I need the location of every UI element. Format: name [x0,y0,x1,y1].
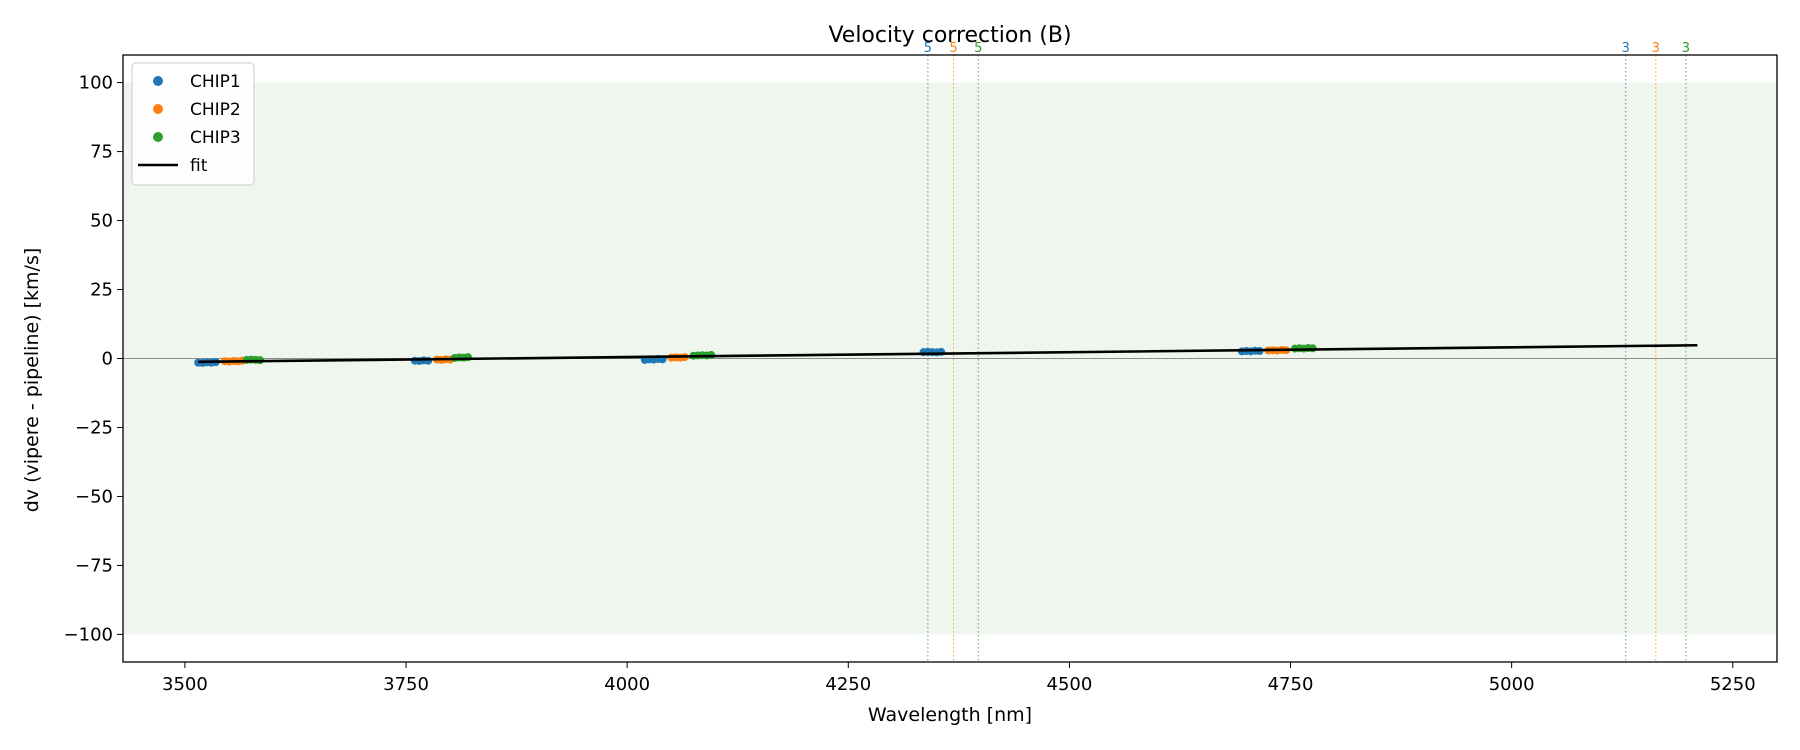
x-tick-label: 4000 [604,674,650,695]
legend-marker [153,104,163,114]
x-tick-label: 3750 [383,674,429,695]
fit-line [198,343,1698,364]
x-tick-label: 5250 [1710,674,1756,695]
y-tick-label: 75 [90,142,113,163]
legend-marker [153,76,163,86]
y-tick-label: 100 [79,73,113,94]
order-label: 3 [1682,41,1690,56]
legend-label: fit [190,156,208,176]
data-point-chip1 [424,356,433,365]
order-label: 3 [1622,41,1630,56]
order-label: 3 [1652,41,1660,56]
legend-label: CHIP3 [190,128,241,148]
y-tick-label: 25 [90,280,113,301]
x-tick-label: 4500 [1047,674,1093,695]
legend-box [131,62,255,186]
order-label: 5 [949,41,957,56]
legend-label: CHIP2 [190,100,241,120]
order-label: 5 [924,41,932,56]
x-tick-label: 4250 [825,674,871,695]
x-tick-label: 4750 [1268,674,1314,695]
y-tick-label: −100 [64,624,113,645]
y-tick-label: −50 [75,486,113,507]
y-tick-label: −25 [75,417,113,438]
legend-marker [153,132,163,142]
y-tick-label: 0 [102,349,113,370]
order-label: 5 [974,41,982,56]
order-vlines: 5 5 5 3 3 3 [924,41,1690,662]
x-axis-label: Wavelength [nm] [868,704,1032,726]
y-axis: −100 −75 −50 −25 0 25 50 75 100 [64,73,123,645]
chart-title: Velocity correction (B) [828,23,1071,48]
y-tick-label: −75 [75,555,113,576]
x-tick-label: 5000 [1489,674,1535,695]
x-axis: 3500 3750 4000 4250 4500 4750 5000 5250 [162,662,1756,695]
legend: CHIP1 CHIP2 CHIP3 fit [131,62,255,186]
y-axis-label: dv (vipere - pipeline) [km/s] [21,248,43,513]
x-tick-label: 3500 [162,674,208,695]
legend-label: CHIP1 [190,72,241,92]
y-tick-label: 50 [90,211,113,232]
